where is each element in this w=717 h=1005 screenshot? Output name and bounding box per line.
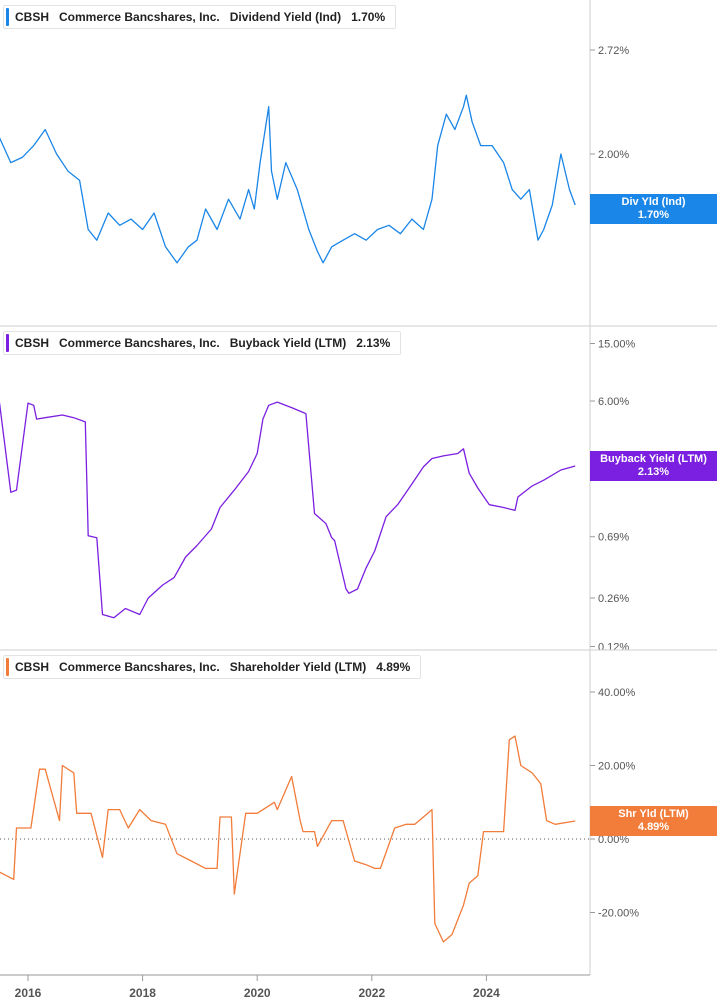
x-tick-label: 2020 bbox=[244, 986, 271, 1000]
legend-metric-name: Buyback Yield (LTM) bbox=[229, 336, 347, 350]
legend-box: CBSH Commerce Bancshares, Inc. Buyback Yie… bbox=[3, 331, 402, 355]
y-tick-label: 0.69% bbox=[598, 532, 629, 544]
series-line bbox=[0, 94, 576, 264]
flag-value: 4.89% bbox=[637, 821, 670, 834]
legend-company-name: Commerce Bancshares, Inc. bbox=[59, 660, 220, 674]
y-tick-label: 0.12% bbox=[598, 642, 629, 654]
series-line bbox=[0, 401, 576, 619]
legend-latest-value: 1.70% bbox=[351, 10, 386, 24]
y-tick-label: 20.00% bbox=[598, 761, 636, 773]
legend-company-name: Commerce Bancshares, Inc. bbox=[59, 336, 220, 350]
x-tick-label: 2016 bbox=[15, 986, 42, 1000]
x-tick-label: 2024 bbox=[473, 986, 500, 1000]
x-tick-label: 2022 bbox=[358, 986, 385, 1000]
flag-label: Div Yld (Ind) bbox=[621, 195, 686, 208]
panel-2: 15.00% 6.00% 0.69% 0.26% 0.12% bbox=[0, 325, 717, 654]
legend-metric-name: Dividend Yield (Ind) bbox=[229, 10, 342, 24]
legend-swatch bbox=[6, 658, 9, 676]
value-flag: Shr Yld (LTM) 4.89% bbox=[590, 806, 717, 837]
legend-swatch bbox=[6, 334, 9, 352]
legend-swatch bbox=[6, 8, 9, 26]
y-tick-label: 6.00% bbox=[598, 396, 629, 408]
legend-ticker: CBSH bbox=[15, 660, 50, 674]
value-flag: Div Yld (Ind) 1.70% bbox=[590, 193, 717, 224]
y-tick-label: 2.72% bbox=[598, 45, 629, 57]
panel-1: 2.72% 2.00% bbox=[0, 45, 629, 264]
legend-ticker: CBSH bbox=[15, 10, 50, 24]
x-tick-label: 2018 bbox=[129, 986, 156, 1000]
legend-company-name: Commerce Bancshares, Inc. bbox=[59, 10, 220, 24]
y-tick-label: 0.00% bbox=[598, 834, 629, 846]
y-tick-label: 15.00% bbox=[598, 338, 636, 350]
flag-label: Shr Yld (LTM) bbox=[618, 808, 689, 821]
y-tick-label: 0.26% bbox=[598, 593, 629, 605]
panel-3: 40.00% 20.00% 0.00% -20.00% bbox=[0, 649, 717, 943]
flag-value: 1.70% bbox=[637, 208, 670, 221]
legend-box: CBSH Commerce Bancshares, Inc. Dividend Yi… bbox=[3, 5, 397, 29]
y-tick-label: 40.00% bbox=[598, 687, 636, 699]
legend-ticker: CBSH bbox=[15, 336, 50, 350]
legend-box: CBSH Commerce Bancshares, Inc. Shareholder… bbox=[3, 655, 422, 679]
series-line bbox=[0, 735, 576, 943]
legend-latest-value: 4.89% bbox=[376, 660, 411, 674]
legend-metric-name: Shareholder Yield (LTM) bbox=[229, 660, 367, 674]
y-tick-label: 2.00% bbox=[598, 149, 629, 161]
value-flag: Buyback Yield (LTM) 2.13% bbox=[590, 450, 717, 481]
y-tick-label: -20.00% bbox=[598, 908, 639, 920]
flag-value: 2.13% bbox=[637, 465, 670, 478]
legend-latest-value: 2.13% bbox=[356, 336, 391, 350]
flag-label: Buyback Yield (LTM) bbox=[600, 452, 707, 465]
